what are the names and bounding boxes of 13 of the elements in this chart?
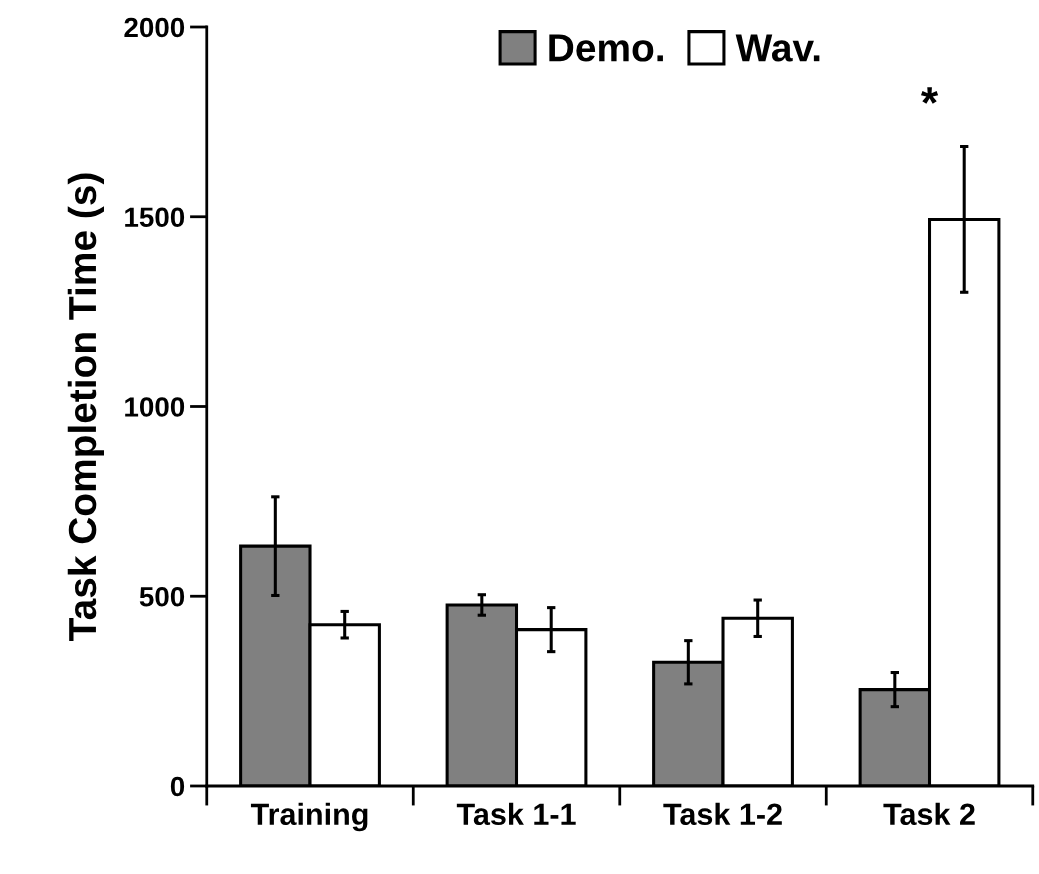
y-tick-label: 0 — [170, 776, 185, 797]
x-tick-label: Task 1-1 — [456, 802, 576, 826]
y-tick-label: 2000 — [124, 17, 185, 38]
x-tick-label: Training — [250, 802, 368, 832]
y-axis-title: Task Completion Time (s) — [67, 173, 104, 641]
y-tick-label: 1500 — [125, 207, 185, 228]
x-tick-label: Task 1-2 — [663, 802, 782, 826]
x-tick-label: Task 2 — [883, 802, 975, 826]
y-tick-label: 500 — [139, 586, 185, 607]
y-tick-label: 1000 — [125, 397, 185, 417]
legend-label: Demo. — [549, 34, 663, 62]
legend-label: Wav. — [735, 34, 820, 62]
annotation: * — [921, 87, 939, 104]
